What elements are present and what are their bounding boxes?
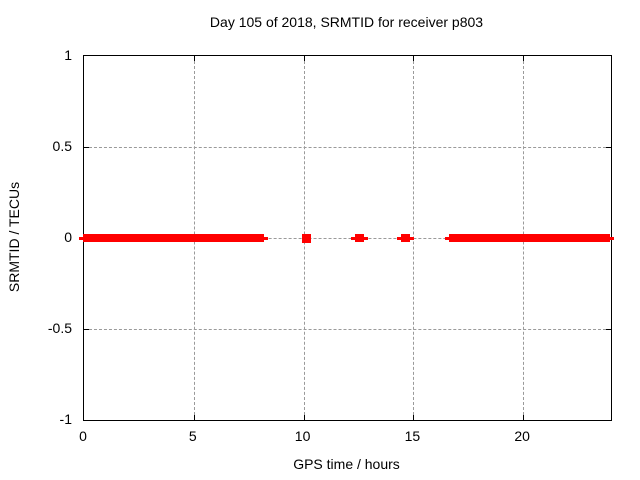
y-tick-label: 1 [64,47,72,63]
y-tick-label: -0.5 [47,320,72,336]
y-tick-mark [84,329,89,330]
data-segment [448,234,610,242]
x-tick-mark [303,415,305,420]
y-tick-label: 0.5 [52,138,72,154]
x-tick-label: 5 [188,428,197,444]
x-tick-mark [523,56,525,61]
x-axis-label: GPS time / hours [293,456,400,472]
data-segment [355,234,364,242]
gridline-horizontal [84,329,611,330]
x-tick-label: 20 [514,428,530,444]
x-tick-label: 10 [294,428,311,444]
y-tick-label: -1 [59,411,72,427]
gridline-horizontal [84,147,611,148]
y-tick-label: 0 [64,229,72,245]
data-point-plus [301,234,311,243]
x-tick-mark [413,56,415,61]
x-tick-label: 0 [79,428,87,444]
y-tick-mark [84,147,89,148]
x-tick-mark [303,56,305,61]
data-segment [83,234,264,242]
x-tick-label: 15 [404,428,421,444]
gridline-horizontal [84,238,611,239]
data-segment [401,234,410,242]
y-tick-mark [606,329,611,330]
x-tick-mark [193,415,195,420]
chart-title: Day 105 of 2018, SRMTID for receiver p80… [209,14,484,30]
x-tick-mark [193,56,195,61]
x-tick-mark [523,415,525,420]
y-tick-mark [606,147,611,148]
plot-area [79,55,614,421]
x-tick-mark [413,415,415,420]
